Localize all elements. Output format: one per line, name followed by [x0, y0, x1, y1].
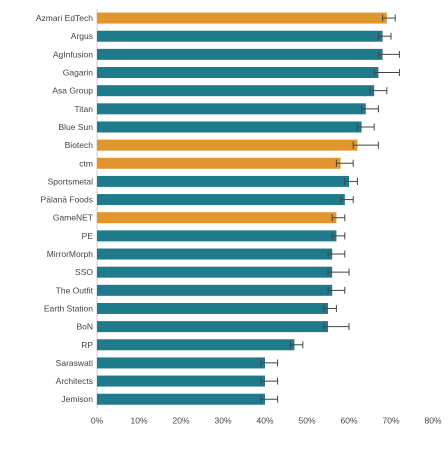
bar [97, 157, 341, 169]
category-label: Earth Station [44, 303, 93, 313]
bar [97, 212, 337, 224]
category-label: BoN [76, 322, 93, 332]
bar [97, 357, 265, 369]
category-label: Biotech [65, 140, 94, 150]
bar [97, 194, 345, 206]
bar [97, 103, 366, 115]
x-tick-label: 60% [340, 415, 357, 425]
category-label: The Outfit [56, 285, 94, 295]
x-tick-label: 20% [172, 415, 189, 425]
bar [97, 393, 265, 405]
bar [97, 121, 362, 133]
bar [97, 375, 265, 387]
category-label: ctm [79, 158, 93, 168]
category-label: Asa Group [52, 86, 93, 96]
bar [97, 85, 375, 97]
bar [97, 175, 349, 187]
category-label: PE [82, 231, 94, 241]
bar [97, 48, 383, 60]
x-tick-label: 30% [214, 415, 231, 425]
category-label: Jemison [61, 394, 93, 404]
category-label: GameNET [53, 213, 93, 223]
category-label: Saraswati [56, 358, 93, 368]
x-tick-label: 80% [424, 415, 441, 425]
bar [97, 248, 333, 260]
bar [97, 339, 295, 351]
category-label: MirrorMorph [47, 249, 94, 259]
x-tick-label: 10% [130, 415, 147, 425]
bar [97, 321, 328, 333]
category-label: SSO [75, 267, 93, 277]
bar [97, 12, 387, 24]
x-tick-label: 0% [91, 415, 104, 425]
category-label: Argus [71, 31, 93, 41]
bar [97, 302, 328, 314]
category-label: Gagarin [63, 68, 94, 78]
category-label: Sportsmetal [48, 176, 93, 186]
category-label: Pālanā Foods [41, 195, 93, 205]
category-label: Titan [74, 104, 93, 114]
category-label: Architects [56, 376, 93, 386]
category-label: Azmari EdTech [36, 13, 93, 23]
bar [97, 30, 383, 42]
x-tick-label: 50% [298, 415, 315, 425]
category-label: Blue Sun [59, 122, 94, 132]
bar [97, 67, 379, 79]
x-tick-label: 40% [256, 415, 273, 425]
x-tick-label: 70% [382, 415, 399, 425]
bar [97, 266, 333, 278]
bar [97, 230, 337, 242]
category-label: RP [81, 340, 93, 350]
bar [97, 139, 358, 151]
bar [97, 284, 333, 296]
category-label: AgInfusion [53, 49, 93, 59]
